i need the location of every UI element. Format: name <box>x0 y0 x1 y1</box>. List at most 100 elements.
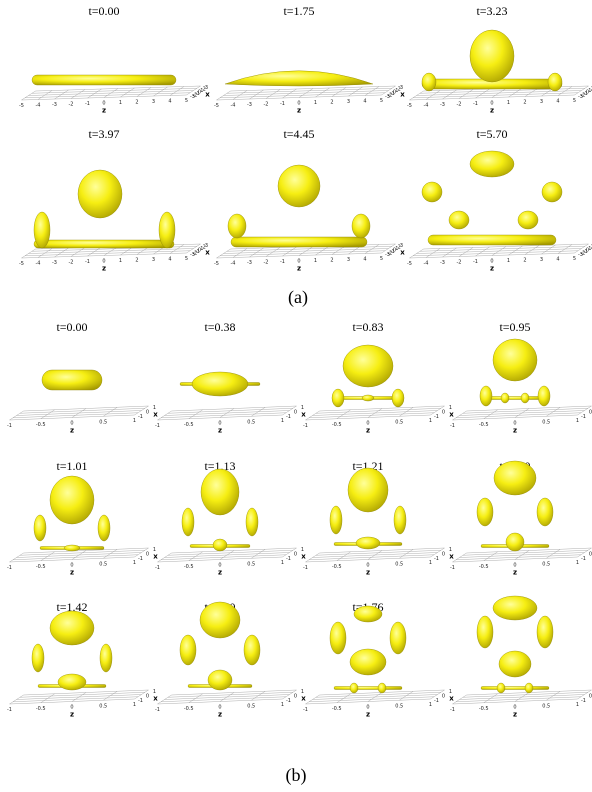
z-tick-label: -1 <box>155 707 160 713</box>
droplet <box>34 515 46 541</box>
filament <box>483 397 547 400</box>
filament <box>42 370 102 390</box>
droplet <box>350 683 358 693</box>
axis-label: z <box>366 569 370 577</box>
z-tick-label: 1 <box>314 100 317 106</box>
z-tick-label: 2 <box>523 258 526 264</box>
droplet <box>180 635 196 665</box>
x-tick-label: -1 <box>434 698 439 704</box>
z-tick-label: -3 <box>247 260 252 266</box>
droplet <box>343 345 393 387</box>
x-tick-label: -1 <box>434 414 439 420</box>
panel-title: t=0.38 <box>204 320 235 334</box>
x-tick-label: 0 <box>442 552 445 558</box>
axis-label: z <box>218 711 222 719</box>
droplet <box>493 596 537 620</box>
droplet <box>208 670 232 690</box>
z-tick-label: 1 <box>119 100 122 106</box>
z-tick-label: -1 <box>155 423 160 429</box>
z-tick-label: 3 <box>540 99 543 105</box>
z-tick-label: -1 <box>303 707 308 713</box>
axis-label: z <box>70 427 74 435</box>
z-tick-label: 1 <box>576 418 579 424</box>
droplet <box>362 395 374 401</box>
axis-label: x <box>301 411 306 419</box>
z-tick-label: 1 <box>133 560 136 566</box>
z-tick-label: -5 <box>407 261 412 267</box>
z-tick-label: 2 <box>135 258 138 264</box>
z-tick-label: -4 <box>231 261 236 267</box>
z-tick-label: 1 <box>281 702 284 708</box>
z-tick-label: -1 <box>280 259 285 265</box>
filament <box>481 687 549 690</box>
z-tick-label: 3 <box>347 257 350 263</box>
droplet <box>521 393 529 403</box>
x-tick-label: 0 <box>294 694 297 700</box>
z-tick-label: 1 <box>133 418 136 424</box>
z-tick-label: -5 <box>214 103 219 109</box>
droplet <box>246 508 258 536</box>
droplet <box>477 498 493 526</box>
z-tick-label: -3 <box>52 260 57 266</box>
x-tick-label: 0 <box>146 552 149 558</box>
sheet <box>225 71 373 86</box>
z-tick-label: 3 <box>540 257 543 263</box>
z-tick-label: 5 <box>185 98 188 104</box>
z-tick-label: -2 <box>69 102 74 108</box>
droplet <box>392 389 404 407</box>
z-tick-label: -0.5 <box>479 706 489 712</box>
z-tick-label: 0.5 <box>247 703 255 709</box>
z-tick-label: 0.5 <box>247 561 255 567</box>
droplet <box>542 182 562 202</box>
z-tick-label: -4 <box>231 103 236 109</box>
droplet <box>497 683 505 693</box>
droplet <box>278 165 320 207</box>
droplet <box>493 339 537 381</box>
z-tick-label: 3 <box>152 257 155 263</box>
droplet <box>50 476 94 524</box>
z-tick-label: -0.5 <box>184 564 194 570</box>
filament <box>34 240 174 248</box>
z-tick-label: -2 <box>457 102 462 108</box>
axis-label: x <box>153 553 158 561</box>
droplet <box>525 683 533 693</box>
droplet <box>34 212 50 248</box>
droplet <box>98 515 110 541</box>
z-tick-label: -0.5 <box>332 422 342 428</box>
z-tick-label: -2 <box>264 260 269 266</box>
panel-title: t=0.00 <box>56 320 87 334</box>
z-tick-label: 1 <box>507 258 510 264</box>
x-tick-label: -1 <box>581 414 586 420</box>
z-tick-label: -4 <box>36 103 41 109</box>
droplet <box>330 622 346 654</box>
z-tick-label: -1 <box>450 565 455 571</box>
x-tick-label: -1 <box>138 414 143 420</box>
z-tick-label: 0.5 <box>99 561 107 567</box>
droplet <box>449 211 469 229</box>
droplet <box>356 537 380 549</box>
z-tick-label: -1 <box>7 707 12 713</box>
panel-title: t=3.23 <box>476 4 507 18</box>
droplet <box>332 389 344 407</box>
z-tick-label: 1 <box>133 702 136 708</box>
z-tick-label: 0.5 <box>247 419 255 425</box>
axis-label: x <box>400 91 405 99</box>
axis-label: z <box>102 265 106 273</box>
z-tick-label: 1 <box>314 258 317 264</box>
filament <box>428 235 556 245</box>
axis-label: x <box>449 553 454 561</box>
z-tick-label: 1 <box>119 258 122 264</box>
z-tick-label: -1 <box>7 565 12 571</box>
droplet <box>244 635 260 665</box>
z-tick-label: -3 <box>247 102 252 108</box>
z-tick-label: -1 <box>7 423 12 429</box>
droplet <box>470 151 514 177</box>
z-tick-label: 1 <box>429 702 432 708</box>
droplet <box>78 170 122 218</box>
x-tick-label: 0 <box>442 694 445 700</box>
z-tick-label: 4 <box>556 99 559 105</box>
z-tick-label: -0.5 <box>184 422 194 428</box>
axis-label: z <box>366 427 370 435</box>
axis-label: z <box>218 569 222 577</box>
droplet <box>159 212 175 248</box>
